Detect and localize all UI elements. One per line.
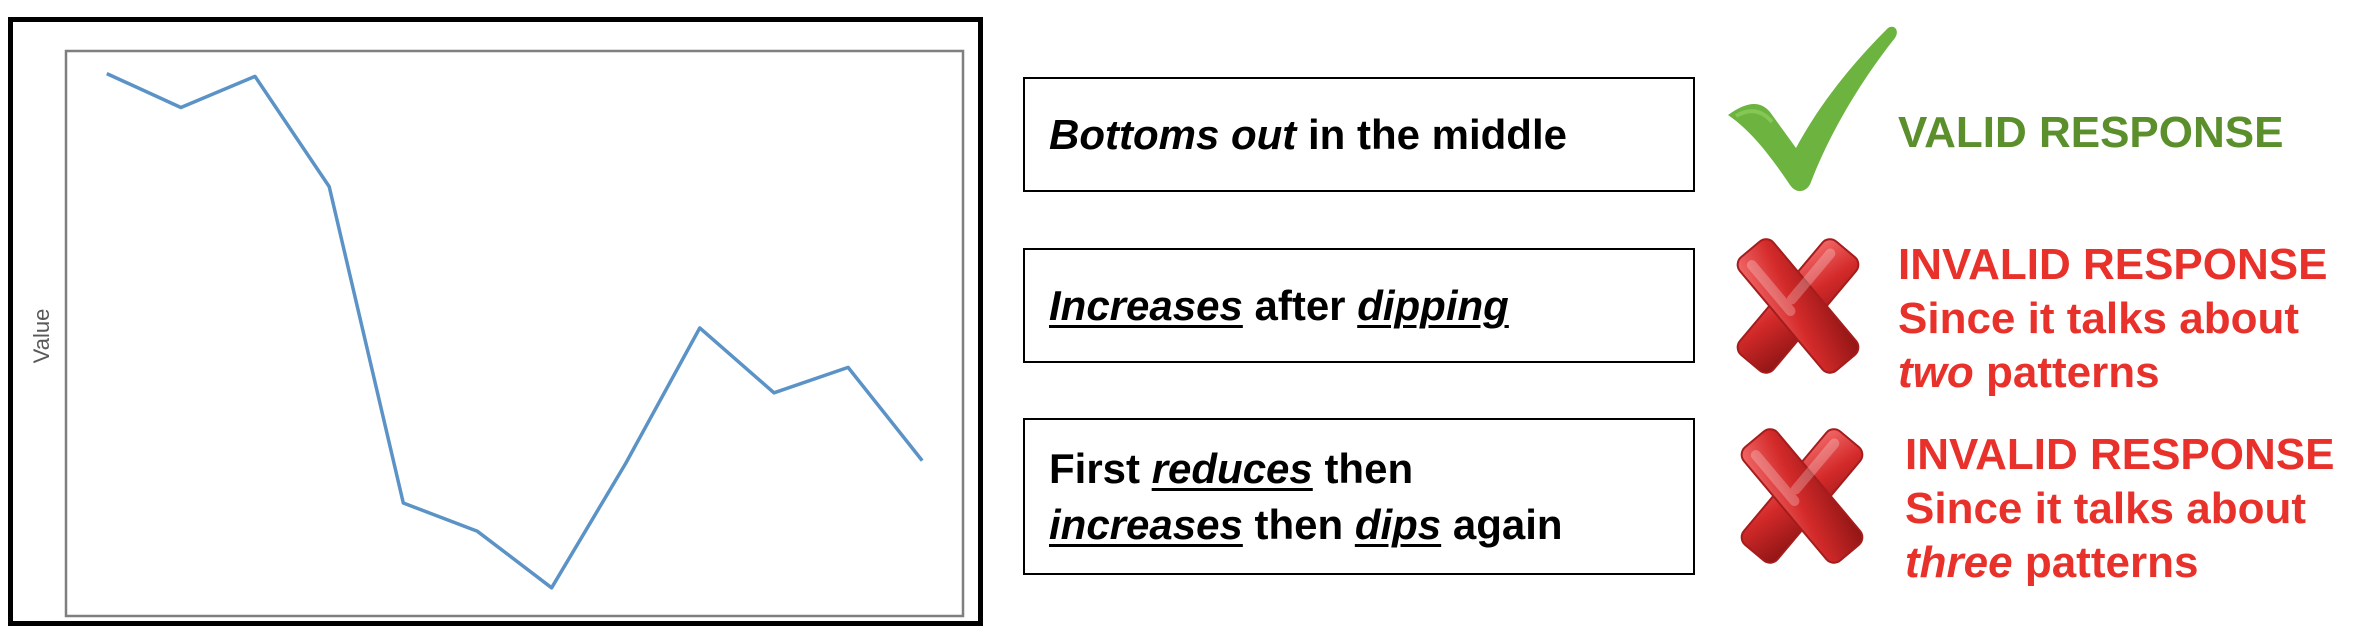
verdict-reason-line: three patterns: [1905, 536, 2334, 590]
response-3-part-5: then: [1242, 500, 1355, 548]
verdict-emphasis: two: [1898, 348, 1974, 397]
response-2-part-2: after: [1242, 281, 1358, 329]
response-text-2: Increases after dipping: [1049, 278, 1693, 334]
line-chart-frame: Value: [8, 17, 983, 626]
verdict-title: INVALID RESPONSE: [1905, 430, 2335, 479]
cross-mark-icon: [1740, 428, 1864, 564]
response-3-part-2: reduces: [1151, 444, 1313, 492]
response-2-part-1: Increases: [1049, 281, 1243, 329]
response-3-part-3: then: [1312, 444, 1414, 492]
series-group: [106, 72, 924, 590]
verdict-title: INVALID RESPONSE: [1898, 240, 2328, 289]
verdict-reason-line: two patterns: [1898, 346, 2327, 400]
verdict-reason-line: Since it talks about: [1898, 294, 2299, 343]
response-3-part-1: First: [1049, 444, 1152, 492]
check-mark-icon: [1728, 26, 1897, 192]
response-1-part-2: in the middle: [1296, 110, 1567, 158]
verdict-valid: VALID RESPONSE: [1898, 106, 2283, 160]
response-3-line-2: increases then dips again: [1049, 497, 1693, 553]
response-3-part-6: dips: [1354, 500, 1442, 548]
verdict-invalid-1: INVALID RESPONSE Since it talks about tw…: [1898, 238, 2327, 400]
verdict-reason-line: Since it talks about: [1905, 484, 2306, 533]
cross-mark-icon: [1736, 238, 1860, 374]
verdict-reason-rest: patterns: [2012, 538, 2199, 587]
response-text-1: Bottoms out in the middle: [1049, 107, 1693, 163]
plot-area-border: [64, 49, 965, 618]
response-box-3: First reduces then increases then dips a…: [1023, 418, 1695, 575]
line-chart: Value: [29, 49, 965, 618]
response-box-2: Increases after dipping: [1023, 248, 1695, 363]
verdict-title: VALID RESPONSE: [1898, 108, 2284, 157]
y-axis-label: Value: [29, 309, 54, 364]
series-line: [106, 72, 924, 590]
verdict-reason-rest: patterns: [1973, 348, 2160, 397]
response-3-line-1: First reduces then: [1049, 441, 1693, 497]
response-3-part-7: again: [1441, 500, 1563, 548]
response-box-1: Bottoms out in the middle: [1023, 77, 1695, 192]
response-1-part-1: Bottoms out: [1049, 110, 1297, 158]
response-2-part-3: dipping: [1357, 281, 1509, 329]
verdict-invalid-2: INVALID RESPONSE Since it talks about th…: [1905, 428, 2334, 590]
response-3-part-4: increases: [1049, 500, 1243, 548]
verdict-emphasis: three: [1905, 538, 2013, 587]
